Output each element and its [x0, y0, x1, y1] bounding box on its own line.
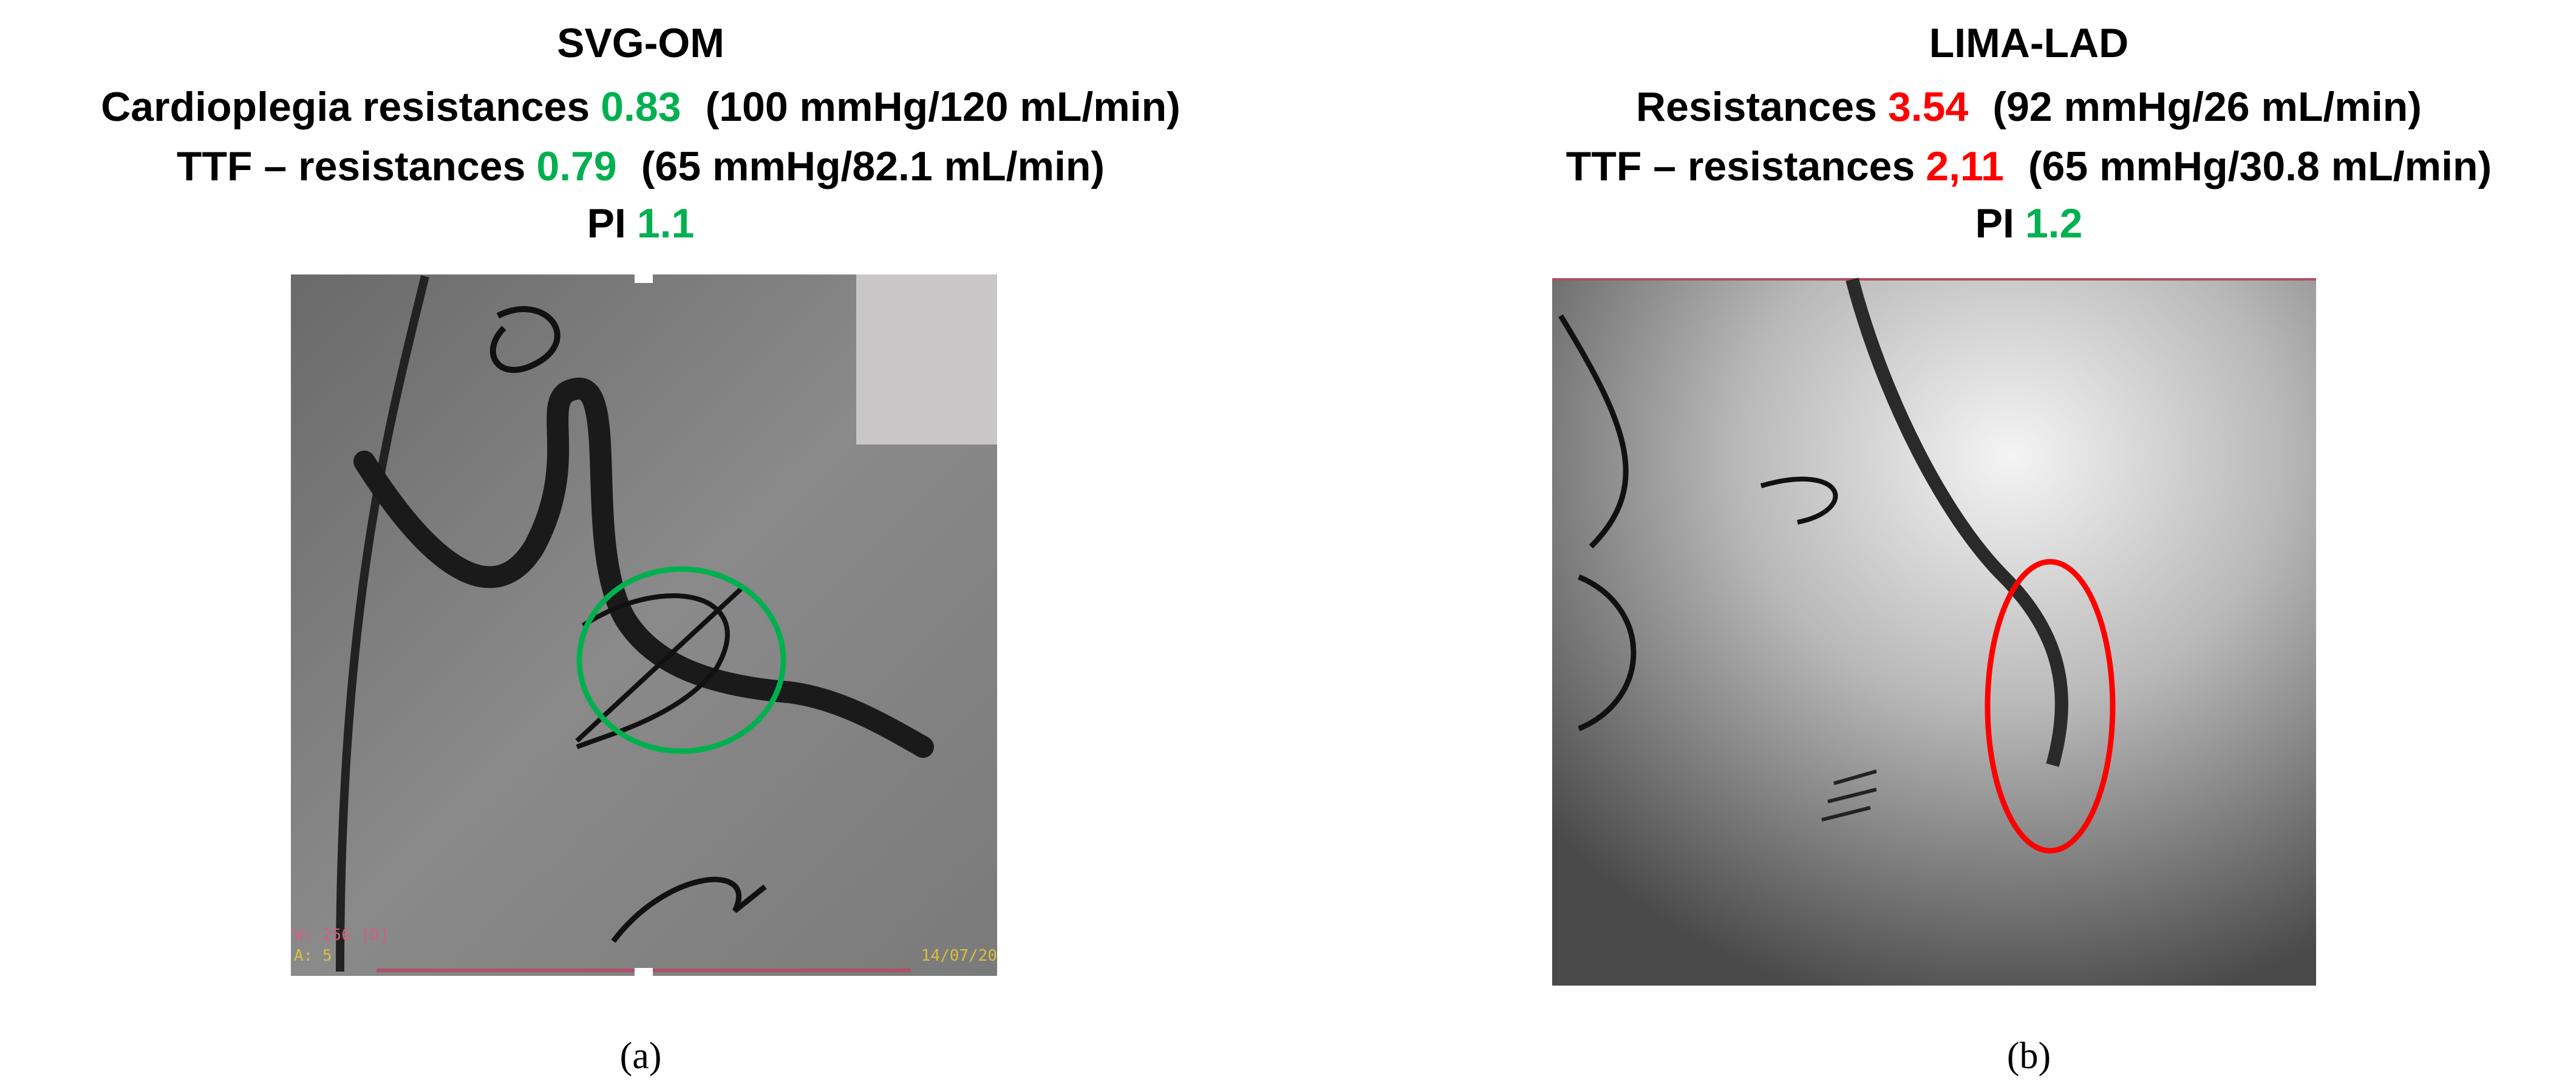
metric-detail: (65 mmHg/30.8 mL/min)	[2028, 143, 2492, 189]
image-overlay-text: 14/07/20	[921, 947, 997, 965]
panel-caption: (a)	[620, 1035, 662, 1077]
metric-label: Resistances	[1636, 84, 1877, 130]
metric-detail: (65 mmHg/82.1 mL/min)	[641, 143, 1105, 189]
metric-line: TTF – resistances 2,11 (65 mmHg/30.8 mL/mi…	[1566, 143, 2492, 189]
metric-line: Cardioplegia resistances 0.83 (100 mmHg/12…	[101, 84, 1181, 130]
metric-detail: (100 mmHg/120 mL/min)	[706, 84, 1181, 130]
image-overlay-text: W: 256 [D]	[294, 926, 389, 944]
image-overlay-text: A: 5	[294, 947, 332, 965]
angiogram-a	[291, 274, 997, 976]
metric-label: PI	[1975, 200, 2014, 247]
metric-line: Resistances 3.54 (92 mmHg/26 mL/min)	[1636, 84, 2422, 130]
metric-value: 0.83	[601, 84, 681, 130]
metric-label: PI	[587, 200, 626, 247]
metric-value: 3.54	[1888, 84, 1969, 130]
metric-value: 2,11	[1926, 143, 2004, 189]
metric-value: 1.1	[637, 200, 695, 247]
panel-caption: (b)	[2007, 1035, 2051, 1077]
metric-line: PI 1.1	[587, 200, 695, 247]
metric-line: PI 1.2	[1975, 200, 2083, 247]
angiogram-b	[1552, 278, 2316, 986]
panel-title: SVG-OM	[557, 20, 724, 66]
metric-label: TTF – resistances	[1566, 143, 1915, 189]
metric-value: 0.79	[536, 143, 616, 189]
panel-title: LIMA-LAD	[1929, 20, 2129, 66]
metric-value: 1.2	[2025, 200, 2083, 247]
metric-detail: (92 mmHg/26 mL/min)	[1992, 84, 2422, 130]
metric-label: TTF – resistances	[177, 143, 525, 189]
metric-line: TTF – resistances 0.79 (65 mmHg/82.1 mL/mi…	[177, 143, 1105, 189]
metric-label: Cardioplegia resistances	[101, 84, 590, 130]
